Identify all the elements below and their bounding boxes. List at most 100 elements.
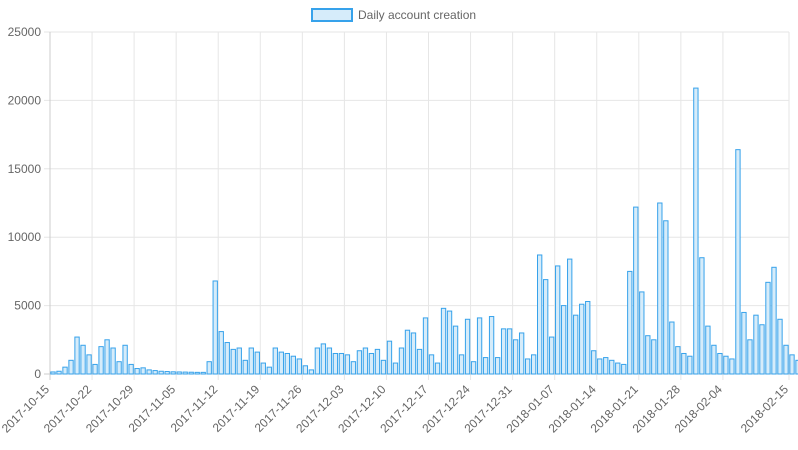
grid-lines [44,31,790,380]
bar [549,336,555,375]
bar [128,363,134,375]
x-tick-label: 2018-02-15 [738,382,792,436]
bar-series [50,87,798,375]
bar [494,357,501,375]
legend-label[interactable]: Daily account creation [358,8,476,22]
bar [717,352,723,375]
bar [344,354,351,375]
bar [158,370,164,375]
bar [104,339,110,375]
bar [56,370,62,375]
bar [188,371,194,375]
bar [74,336,80,375]
bar [789,354,795,375]
bar [675,346,681,375]
bar [524,358,531,375]
bar [86,354,92,375]
bar [398,347,405,375]
y-tick-label: 25000 [8,25,42,39]
bar [488,316,495,375]
y-axis: 0 5000 10000 15000 20000 25000 [8,25,51,381]
bar [134,368,140,375]
bar [404,329,411,375]
bar [212,280,218,375]
bar [783,344,789,375]
bar [278,351,284,375]
bar [530,354,537,375]
bar [308,369,315,375]
bar [627,270,633,375]
bar [434,362,441,375]
bar [80,344,86,375]
bar [68,359,74,375]
y-tick-label: 0 [34,367,41,381]
y-tick-label: 20000 [8,93,42,107]
y-tick-label: 10000 [8,230,42,244]
bar [272,347,278,375]
chart-legend[interactable]: Daily account creation [311,8,476,22]
bar [440,307,447,375]
bar [428,354,435,375]
bar [681,352,687,375]
bar [422,317,429,375]
bar [92,363,98,375]
bar [741,311,747,375]
bar [140,367,146,375]
bar [314,347,321,375]
bar [260,362,266,375]
bar [476,317,483,375]
bar [152,370,158,375]
bar [110,347,116,375]
bar [482,357,489,375]
bar [591,350,597,375]
bar [639,291,645,375]
bar [320,343,327,375]
bar [356,350,363,375]
bar [452,325,459,375]
bar [537,254,543,375]
bar [326,347,333,375]
bar [585,301,591,375]
bar [567,258,573,375]
bar [464,318,471,375]
bar [206,361,212,375]
bar [500,328,507,375]
bar [657,202,663,375]
bar [615,362,621,375]
bar [146,369,152,375]
bar [711,344,717,375]
bar [266,366,272,375]
bar [651,339,657,375]
bar [753,314,759,375]
bar [747,339,753,375]
bar [374,348,381,375]
bar [242,359,248,375]
bar [645,335,651,375]
bar [170,371,176,375]
bar [416,348,423,375]
bar [621,363,627,375]
bar [386,340,393,375]
y-tick-label: 5000 [14,299,41,313]
bar [771,266,777,375]
bar [759,324,765,375]
bar [98,346,104,375]
bar [368,352,375,375]
bar [392,362,399,375]
bar [446,310,453,375]
bar [200,371,206,375]
bar [458,354,465,375]
bar [735,149,741,375]
bar [603,357,609,375]
bar [795,359,798,375]
bar [290,355,297,375]
bar [302,365,309,375]
bar [236,347,242,375]
bar [470,361,477,375]
bar [50,371,56,375]
bar [296,358,303,375]
legend-swatch[interactable] [311,8,353,22]
x-axis: 2017-10-152017-10-222017-10-292017-11-05… [0,373,792,436]
bar [543,279,549,375]
